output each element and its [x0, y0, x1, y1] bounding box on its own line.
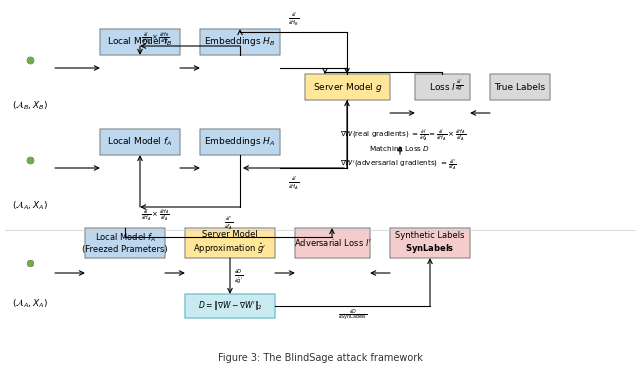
Text: $\frac{\partial l}{\partial H_A}$: $\frac{\partial l}{\partial H_A}$	[288, 175, 300, 192]
Text: Local Model $f_A$: Local Model $f_A$	[108, 136, 173, 148]
Text: Loss $l$: Loss $l$	[429, 82, 456, 93]
FancyBboxPatch shape	[390, 228, 470, 258]
Text: Adversarial Loss $l'$: Adversarial Loss $l'$	[294, 238, 371, 249]
Text: $\frac{\partial l}{\partial H_A} \times \frac{\partial H_A}{\partial f_A}$: $\frac{\partial l}{\partial H_A} \times …	[141, 207, 170, 223]
Text: $D = \|\nabla W - \nabla W^{\prime}\|_2$: $D = \|\nabla W - \nabla W^{\prime}\|_2$	[198, 299, 262, 313]
Text: Synthetic Labels
$\mathbf{SynLabels}$: Synthetic Labels $\mathbf{SynLabels}$	[396, 231, 465, 255]
Text: True Labels: True Labels	[495, 82, 545, 92]
FancyBboxPatch shape	[295, 228, 370, 258]
FancyBboxPatch shape	[185, 294, 275, 318]
Text: Figure 3: The BlindSage attack framework: Figure 3: The BlindSage attack framework	[218, 353, 422, 363]
FancyBboxPatch shape	[305, 74, 390, 100]
Text: Server Model $g$: Server Model $g$	[313, 81, 382, 93]
Text: $\frac{\partial l}{\partial g}$: $\frac{\partial l}{\partial g}$	[455, 77, 463, 93]
Text: $(\mathcal{A}_B, X_B)$: $(\mathcal{A}_B, X_B)$	[12, 100, 48, 112]
FancyBboxPatch shape	[85, 228, 165, 258]
FancyBboxPatch shape	[185, 228, 275, 258]
Text: $\nabla W$(real gradients) $= \frac{\partial l}{\partial f_A} = \frac{\partial l: $\nabla W$(real gradients) $= \frac{\par…	[340, 127, 466, 143]
Text: $\frac{\partial D}{\partial \hat{g}'}$: $\frac{\partial D}{\partial \hat{g}'}$	[234, 267, 243, 285]
FancyBboxPatch shape	[100, 29, 180, 55]
Text: Local Model $f_A$
(Freezed Prameters): Local Model $f_A$ (Freezed Prameters)	[82, 232, 168, 254]
Text: $\frac{\partial l}{\partial H_B}$: $\frac{\partial l}{\partial H_B}$	[288, 11, 300, 28]
Text: $(\mathcal{A}_A, X_A)$: $(\mathcal{A}_A, X_A)$	[12, 298, 48, 310]
Text: $\frac{\partial l'}{\partial f_A}$: $\frac{\partial l'}{\partial f_A}$	[224, 215, 233, 232]
Text: $\frac{\partial D}{\partial \text{SynLabels}}$: $\frac{\partial D}{\partial \text{SynLab…	[338, 308, 367, 324]
Text: $\frac{\partial l}{\partial H_B} \times \frac{\partial H_B}{\partial f_B}$: $\frac{\partial l}{\partial H_B} \times …	[141, 30, 170, 46]
Text: Server Model
Approximation $\hat{g}'$: Server Model Approximation $\hat{g}'$	[193, 230, 267, 256]
Text: $\nabla W'$(adversarial gradients) $= \frac{\partial l'}{\partial f_A}$: $\nabla W'$(adversarial gradients) $= \f…	[340, 158, 457, 172]
FancyBboxPatch shape	[200, 29, 280, 55]
Text: $(\mathcal{A}_A, X_A)$: $(\mathcal{A}_A, X_A)$	[12, 200, 48, 213]
FancyBboxPatch shape	[415, 74, 470, 100]
Text: Embeddings $H_B$: Embeddings $H_B$	[204, 36, 276, 49]
FancyBboxPatch shape	[100, 129, 180, 155]
Text: Local Model $f_B$: Local Model $f_B$	[108, 36, 173, 48]
Text: Embeddings $H_A$: Embeddings $H_A$	[204, 135, 276, 149]
Text: Matching Loss $D$: Matching Loss $D$	[369, 144, 431, 154]
FancyBboxPatch shape	[200, 129, 280, 155]
FancyBboxPatch shape	[490, 74, 550, 100]
